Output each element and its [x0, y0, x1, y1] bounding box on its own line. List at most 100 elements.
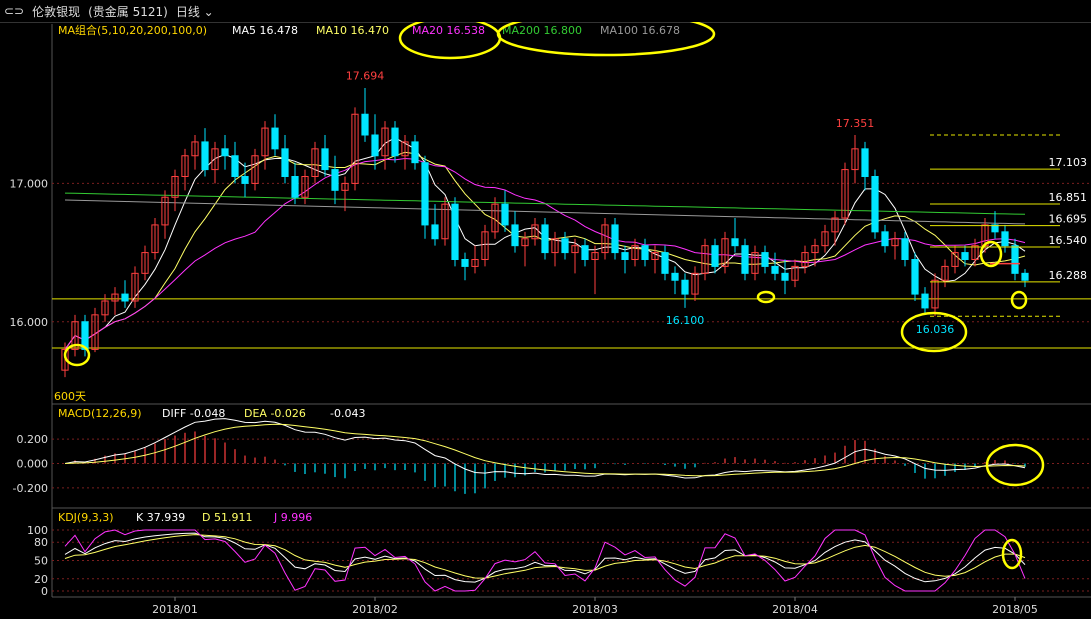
candle-body [611, 224, 619, 254]
candle-body [221, 148, 229, 157]
extreme-label: 16.036 [916, 323, 955, 336]
candle-body [111, 293, 119, 302]
candle-body [881, 231, 889, 247]
level-label: 16.695 [1049, 213, 1088, 226]
x-tick-label: 2018/03 [572, 603, 618, 616]
candle-body [421, 162, 429, 226]
kdj-j-line [64, 529, 1026, 592]
kdj-y-tick-label: 0 [41, 585, 48, 598]
candle-body [211, 148, 219, 171]
candle-body [461, 259, 469, 267]
candle-body [771, 265, 779, 274]
macd-plot: 0.200 0.000 -0.200 [13, 418, 1091, 495]
x-axis: 2018/01 2018/02 2018/03 2018/04 2018/05 [152, 597, 1038, 616]
kdj-k-line [64, 532, 1026, 583]
candle-body [471, 259, 479, 267]
candle-body [971, 245, 979, 261]
symbol-name[interactable]: 伦敦银现 [32, 4, 81, 19]
candle-body [861, 148, 869, 178]
candle-body [381, 127, 389, 157]
macd-title[interactable]: MACD(12,26,9) [58, 407, 142, 420]
candle-body [151, 224, 159, 254]
kdj-title[interactable]: KDJ(9,3,3) [58, 511, 114, 524]
candle-body [361, 113, 369, 136]
chart-svg: MA组合(5,10,20,200,100,0) MA5 16.478 MA10 … [10, 22, 1091, 616]
kdj-d-line [64, 534, 1026, 579]
candle-body [251, 155, 259, 184]
ma5-label: MA5 16.478 [232, 24, 298, 37]
candle-body [631, 245, 639, 261]
candle-body [401, 141, 409, 157]
candle-body [301, 176, 309, 198]
highlight-circle [1010, 290, 1028, 310]
candle-body [651, 252, 659, 260]
candle-body [171, 176, 179, 198]
y-tick-label: 16.000 [10, 316, 49, 329]
candle-body [71, 321, 79, 350]
back-arrows-icon[interactable]: ⊂⊃ [4, 4, 25, 18]
main-legend: MA组合(5,10,20,200,100,0) MA5 16.478 MA10 … [58, 22, 716, 60]
kdj-d-label: D 51.911 [202, 511, 252, 524]
ma200-label: MA200 16.800 [502, 24, 582, 37]
candle-body [721, 238, 729, 267]
bottom-period-label: 600天 [54, 390, 86, 403]
candle-body [641, 245, 649, 261]
period-label: 日线 [175, 4, 200, 19]
frame [51, 24, 1091, 598]
level-label: 16.288 [1049, 269, 1088, 282]
kdj-y-tick-label: 80 [34, 536, 48, 549]
market-code: (贵金属 5121) [88, 4, 168, 19]
candle-body [291, 176, 299, 198]
level-label: 16.851 [1049, 191, 1088, 204]
candle-body [701, 245, 709, 274]
macd-highlight-circle [985, 443, 1045, 487]
candle-body [601, 224, 609, 254]
ma200-ma100-highlight-circle [496, 22, 716, 57]
ma-group-label[interactable]: MA组合(5,10,20,200,100,0) [58, 23, 207, 37]
extreme-label: 17.694 [346, 69, 385, 82]
candle-body [801, 252, 809, 267]
candle-body [1001, 231, 1009, 247]
candle-body [931, 279, 939, 309]
candle-body [961, 252, 969, 260]
kdj-y-tick-label: 20 [34, 573, 48, 586]
candle-body [1011, 245, 1019, 274]
main-plot: 17.000 16.000 17.694 17.351 16.100 16.036 17.1… [10, 69, 1091, 378]
y-tick-label: 17.000 [10, 177, 49, 190]
candle-body [281, 148, 289, 178]
candle-body [241, 176, 249, 184]
x-tick-label: 2018/02 [352, 603, 398, 616]
candle-body [161, 196, 169, 226]
level-label: 16.540 [1049, 234, 1088, 247]
macd-y-tick-label: -0.200 [13, 482, 48, 495]
candle-body [1021, 272, 1029, 281]
ma100-line [64, 199, 1026, 225]
candle-body [951, 252, 959, 267]
highlight-circle [63, 343, 91, 367]
kdj-y-tick-label: 100 [27, 524, 48, 537]
candle-body [531, 224, 539, 240]
candle-body [591, 252, 599, 260]
candle-body [81, 321, 89, 350]
extreme-label: 17.351 [836, 117, 875, 130]
candle-body [101, 300, 109, 316]
x-tick-label: 2018/04 [772, 603, 818, 616]
candle-body [871, 176, 879, 233]
candle-body [341, 182, 349, 191]
candle-body [431, 224, 439, 240]
candle-body [311, 148, 319, 178]
candle-body [841, 169, 849, 219]
candle-body [141, 252, 149, 274]
candle-body [621, 252, 629, 260]
candle-body [411, 141, 419, 164]
candle-body [781, 272, 789, 281]
period-selector[interactable]: 日线 ⌄ [176, 3, 214, 20]
candle-body [511, 224, 519, 247]
candle-body [901, 238, 909, 260]
kdj-k-label: K 37.939 [136, 511, 185, 524]
candle-body [891, 238, 899, 247]
candle-body [791, 265, 799, 281]
macd-y-tick-label: 0.000 [17, 458, 49, 471]
candle-body [331, 169, 339, 191]
